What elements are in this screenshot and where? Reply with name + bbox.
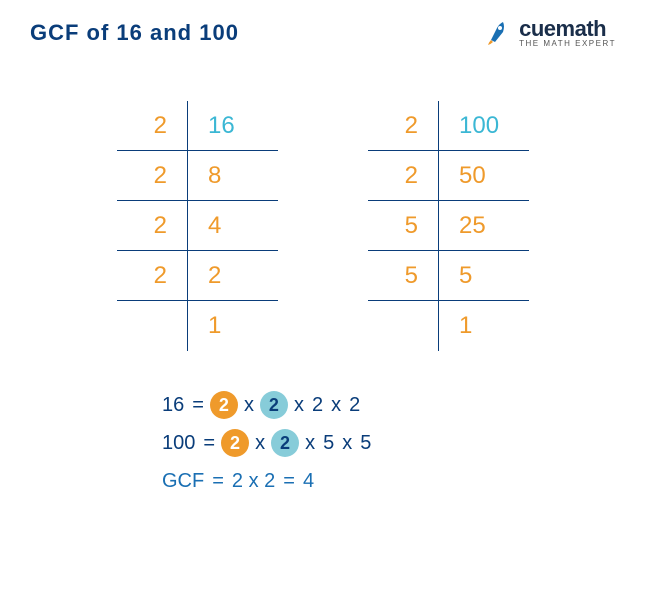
- rocket-icon: [483, 18, 513, 48]
- logo-tagline: THE MATH EXPERT: [519, 40, 616, 48]
- factor-highlight-cyan: 2: [271, 429, 299, 457]
- eq-lhs: 100: [160, 424, 197, 462]
- factor-highlight-orange: 2: [210, 391, 238, 419]
- divisor-cell: 2: [117, 201, 187, 251]
- equation-16: 16 = 2 x 2 x 2 x 2: [160, 386, 616, 424]
- divisor-cell: [117, 301, 187, 351]
- quotient-cell: 50: [439, 151, 529, 201]
- gcf-result: GCF = 2 x 2 = 4: [160, 462, 616, 500]
- times-sign: x: [292, 386, 306, 424]
- factor-plain: 2: [310, 386, 325, 424]
- times-sign: x: [253, 424, 267, 462]
- times-sign: x: [340, 424, 354, 462]
- divisor-cell: 5: [368, 251, 438, 301]
- quotient-cell: 25: [439, 201, 529, 251]
- factor-plain: 2: [347, 386, 362, 424]
- quotient-cell: 1: [439, 301, 529, 351]
- times-sign: x: [303, 424, 317, 462]
- equals-sign: =: [201, 424, 217, 462]
- factor-highlight-orange: 2: [221, 429, 249, 457]
- times-sign: x: [242, 386, 256, 424]
- divisor-cell: 2: [368, 101, 438, 151]
- divisor-cell: [368, 301, 438, 351]
- factor-plain: 5: [358, 424, 373, 462]
- eq-lhs: 16: [160, 386, 186, 424]
- divisor-cell: 2: [368, 151, 438, 201]
- divisor-cell: 2: [117, 151, 187, 201]
- table-100: 2 2 5 5 100 50 25 5 1: [368, 101, 529, 351]
- quotient-cell: 1: [188, 301, 278, 351]
- factor-plain: 5: [321, 424, 336, 462]
- quotient-cell: 8: [188, 151, 278, 201]
- logo-brand-text: cuemath: [519, 18, 616, 40]
- divisor-cell: 2: [117, 101, 187, 151]
- quotient-cell: 4: [188, 201, 278, 251]
- quotient-cell: 2: [188, 251, 278, 301]
- factorization-tables: 2 2 2 2 16 8 4 2 1 2 2 5 5 100 50 25 5 1: [30, 101, 616, 351]
- equals-sign: =: [190, 386, 206, 424]
- equals-sign: =: [210, 462, 226, 500]
- quotient-cell: 5: [439, 251, 529, 301]
- gcf-label: GCF: [160, 462, 206, 500]
- equation-100: 100 = 2 x 2 x 5 x 5: [160, 424, 616, 462]
- divisor-cell: 5: [368, 201, 438, 251]
- quotient-cell: 16: [188, 101, 278, 151]
- divisor-cell: 2: [117, 251, 187, 301]
- table-16: 2 2 2 2 16 8 4 2 1: [117, 101, 278, 351]
- equals-sign: =: [281, 462, 297, 500]
- times-sign: x: [329, 386, 343, 424]
- quotient-cell: 100: [439, 101, 529, 151]
- gcf-value: 4: [301, 462, 316, 500]
- factor-highlight-cyan: 2: [260, 391, 288, 419]
- equations-block: 16 = 2 x 2 x 2 x 2 100 = 2 x 2 x 5 x 5 G…: [160, 386, 616, 500]
- gcf-expression: 2 x 2: [230, 462, 277, 500]
- brand-logo: cuemath THE MATH EXPERT: [483, 18, 616, 48]
